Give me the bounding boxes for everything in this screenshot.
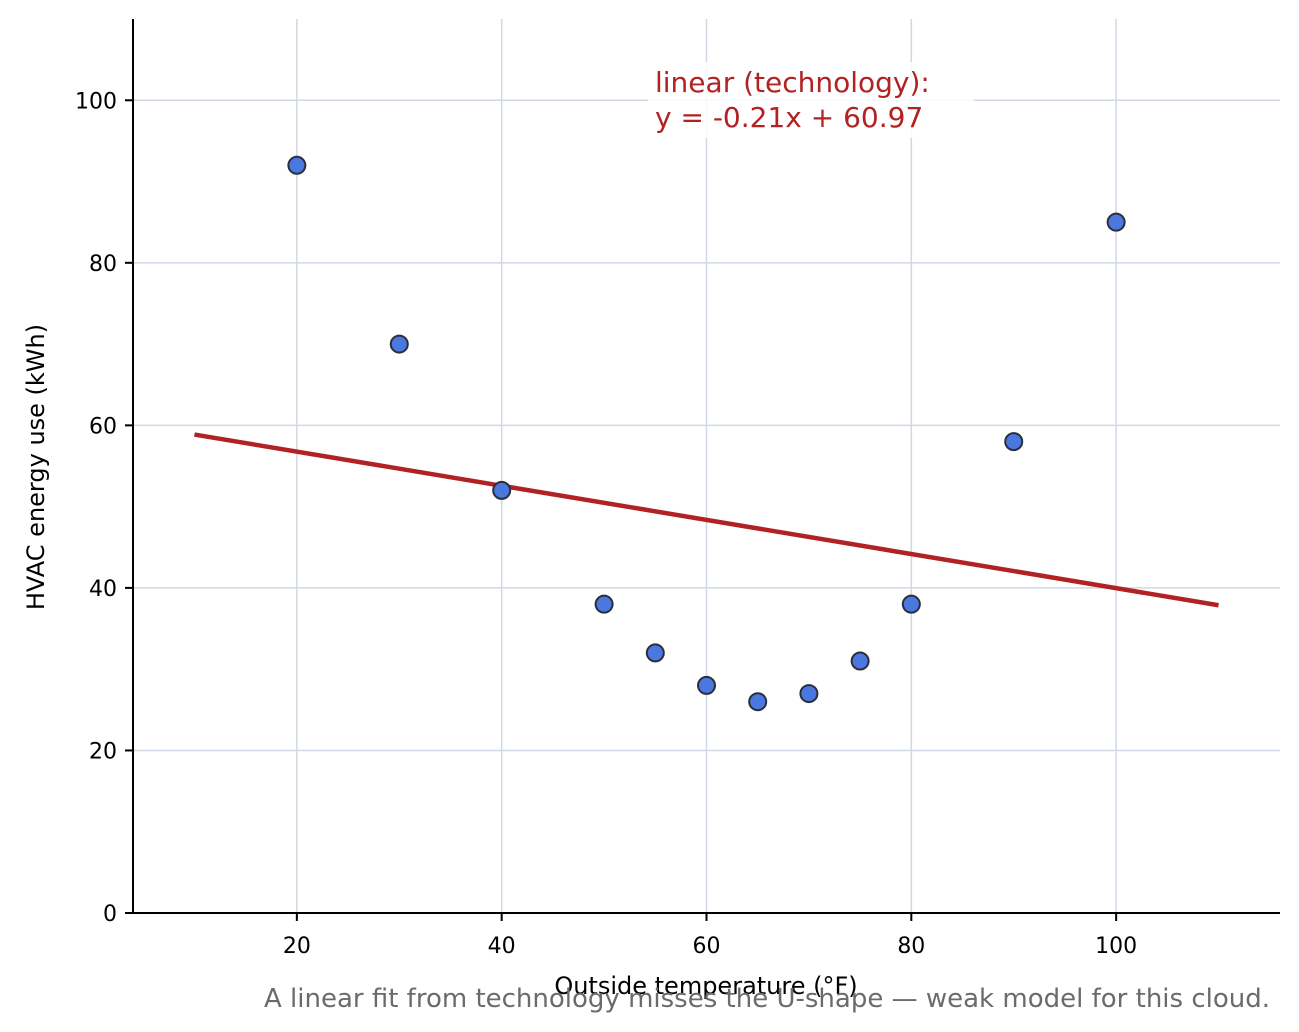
data-point <box>901 594 921 614</box>
data-point <box>799 684 819 704</box>
y-ticks: 0 20 40 60 80 100 <box>75 89 133 927</box>
y-tick-label: 20 <box>89 739 117 764</box>
fit-annotation: linear (technology): y = -0.21x + 60.97 <box>648 62 974 138</box>
y-axis-label: HVAC energy use (kWh) <box>22 324 50 610</box>
x-tick-label: 80 <box>897 934 925 959</box>
y-tick-label: 100 <box>75 89 117 114</box>
x-tick-label: 60 <box>693 934 721 959</box>
data-points <box>287 155 1126 712</box>
data-point <box>697 675 716 695</box>
fit-line-layer <box>194 432 1219 608</box>
data-point <box>850 651 870 671</box>
fit-line <box>194 432 1219 608</box>
data-point <box>389 334 409 354</box>
data-point <box>1004 432 1024 452</box>
grid-lines <box>133 19 1280 913</box>
data-point <box>1106 212 1126 232</box>
data-point <box>492 480 512 500</box>
y-tick-label: 0 <box>103 902 117 927</box>
data-point <box>748 692 768 712</box>
data-point <box>287 155 307 175</box>
data-point <box>594 594 614 614</box>
annotation-line-2: y = -0.21x + 60.97 <box>655 101 923 134</box>
x-tick-label: 40 <box>488 934 516 959</box>
annotation-line-1: linear (technology): <box>655 66 930 99</box>
x-tick-label: 100 <box>1095 934 1137 959</box>
data-point <box>645 643 665 663</box>
y-tick-label: 60 <box>89 414 117 439</box>
y-tick-label: 80 <box>89 252 117 277</box>
x-axis-label: Outside temperature (°F) <box>554 972 857 1000</box>
x-ticks: 20 40 60 80 100 <box>283 913 1137 959</box>
x-tick-label: 20 <box>283 934 311 959</box>
chart-caption: A linear fit from technology misses the … <box>264 984 1270 1014</box>
y-tick-label: 40 <box>89 577 117 602</box>
